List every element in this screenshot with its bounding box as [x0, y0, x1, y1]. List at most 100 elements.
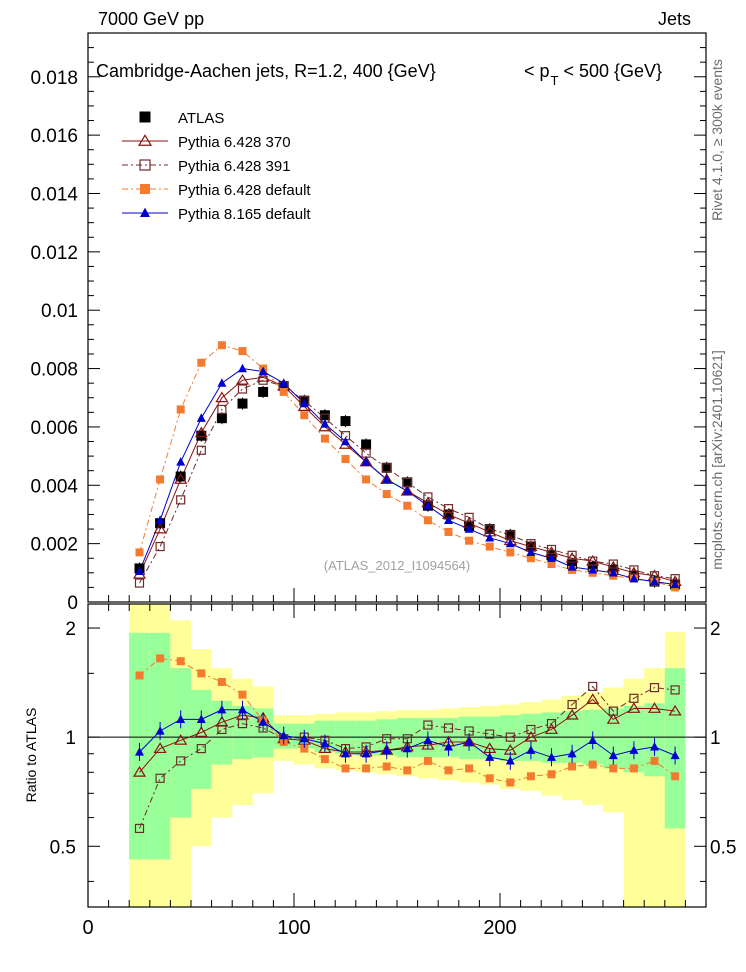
- ratio-point-s2-16: [465, 764, 474, 773]
- main-point-s4-20: [547, 553, 556, 562]
- main-point-s4-2: [176, 457, 186, 466]
- main-point-s3-9: [320, 434, 329, 443]
- ratio-point-s3-21: [567, 748, 577, 758]
- ratio-band-green-2: [170, 668, 191, 818]
- main-point-s2-1: [155, 541, 165, 552]
- ratio-point-s3-3: [196, 714, 206, 723]
- ratio-point-s1-17: [485, 729, 495, 739]
- ratio-point-s1-22: [588, 681, 598, 692]
- header-left: 7000 GeV pp: [98, 9, 204, 29]
- ratio-point-s0-0: [132, 766, 147, 777]
- ratio-point-s3-8: [299, 733, 309, 743]
- x-tick-label-0: 0: [82, 917, 93, 939]
- chart-title-cut-suffix: < 500 {GeV}: [563, 61, 662, 81]
- main-point-s3-17: [485, 542, 494, 551]
- ratio-point-s2-23: [609, 764, 618, 773]
- ratio-ytick-label-r-0: 0.5: [710, 837, 736, 858]
- main-point-s2-5: [237, 384, 248, 394]
- legend-marker-0: [139, 111, 151, 123]
- legend-marker-1: [137, 134, 153, 146]
- ratio-ytick-label-r-1: 1: [710, 728, 721, 749]
- ratio-point-s3-1: [155, 726, 165, 735]
- ratio-point-s1-23: [608, 706, 618, 716]
- main-point-s1-11: [359, 455, 373, 467]
- ratio-point-s1-3: [196, 743, 206, 754]
- main-point-s3-15: [444, 527, 453, 536]
- main-point-s1-21: [565, 551, 579, 563]
- ratio-point-s1-15: [443, 723, 454, 733]
- ratio-point-s3-5: [238, 704, 247, 714]
- ratio-point-s2-24: [629, 764, 638, 773]
- ratio-ytick-label-1: 1: [65, 728, 76, 749]
- legend-label-3: Pythia 6.428 default: [178, 182, 311, 199]
- ratio-line-1: [139, 685, 676, 829]
- main-point-s4-21: [567, 562, 577, 571]
- main-point-s1-4: [215, 391, 229, 403]
- main-point-s4-11: [361, 457, 371, 466]
- legend-marker-2: [139, 159, 151, 171]
- ratio-point-s2-8: [300, 744, 309, 753]
- x-tick-label-1: 100: [277, 917, 310, 939]
- analysis-watermark: (ATLAS_2012_I1094564): [324, 558, 470, 573]
- main-ytick-label-1: 0.002: [30, 535, 78, 556]
- ratio-ytick-label-0: 0.5: [50, 837, 76, 858]
- ratio-band-green-1: [149, 632, 171, 860]
- ratio-point-s1-2: [176, 756, 186, 766]
- ratio-point-s0-2: [174, 734, 188, 745]
- ratio-point-s2-15: [444, 766, 453, 775]
- ratio-point-s3-2: [176, 714, 186, 723]
- ratio-point-s3-19: [526, 745, 536, 754]
- main-point-s1-3: [194, 426, 208, 438]
- ratio-point-s2-3: [197, 669, 206, 678]
- x-axis-ticks: 0 100 200: [82, 588, 707, 939]
- header-right: Jets: [658, 9, 691, 29]
- ratio-point-s3-0: [135, 747, 144, 756]
- legend-label-4: Pythia 8.165 default: [178, 206, 311, 223]
- main-point-s3-3: [197, 358, 206, 367]
- main-point-s4-26: [670, 579, 680, 589]
- ratio-point-s0-19: [524, 730, 538, 742]
- main-point-s4-1: [155, 515, 165, 524]
- main-point-s4-7: [279, 378, 289, 387]
- legend-label-2: Pythia 6.428 391: [178, 158, 291, 175]
- ratio-point-s2-5: [238, 690, 247, 699]
- ratio-point-s1-1: [155, 773, 165, 783]
- main-point-s2-2: [176, 495, 186, 505]
- main-ytick-label-4: 0.008: [30, 360, 78, 381]
- main-point-s4-24: [629, 573, 639, 583]
- legend-label-0: ATLAS: [178, 110, 224, 127]
- ratio-band-green-3: [191, 689, 212, 789]
- ratio-point-s3-22: [588, 735, 598, 744]
- ratio-point-s2-11: [362, 764, 371, 773]
- main-point-s4-6: [258, 366, 268, 376]
- ratio-point-s3-16: [464, 737, 474, 746]
- main-point-s4-0: [135, 566, 144, 576]
- ratio-point-s2-12: [382, 762, 391, 771]
- main-series-lines: [139, 344, 676, 588]
- main-ytick-label-6: 0.012: [30, 243, 78, 264]
- main-point-s3-16: [465, 536, 474, 545]
- main-point-s2-6: [258, 375, 268, 385]
- legend-label-1: Pythia 6.428 370: [178, 134, 291, 151]
- main-point-s4-23: [608, 567, 618, 577]
- main-ytick-label-3: 0.006: [30, 418, 78, 439]
- ratio-point-s1-4: [217, 724, 227, 735]
- ratio-point-s0-21: [565, 708, 579, 720]
- ratio-point-s1-14: [423, 720, 433, 730]
- main-point-s4-17: [485, 532, 495, 542]
- main-point-s4-9: [320, 419, 330, 428]
- ratio-point-s1-21: [567, 699, 577, 710]
- main-point-s4-10: [341, 436, 350, 446]
- ratio-point-s2-22: [588, 760, 597, 769]
- ratio-point-s3-25: [650, 742, 659, 751]
- main-point-s4-5: [238, 363, 247, 373]
- ratio-point-s2-18: [506, 778, 515, 787]
- main-ytick-label-9: 0.018: [30, 68, 78, 89]
- ratio-point-s2-4: [217, 677, 226, 686]
- main-point-s3-5: [238, 347, 247, 356]
- main-point-s4-8: [299, 398, 309, 408]
- legend: ATLAS Pythia 6.428 370 Pythia 6.428 391 Pyt…: [122, 110, 311, 223]
- ratio-point-s2-13: [403, 766, 412, 775]
- main-point-s1-13: [400, 484, 414, 496]
- ratio-point-s0-22: [586, 693, 600, 704]
